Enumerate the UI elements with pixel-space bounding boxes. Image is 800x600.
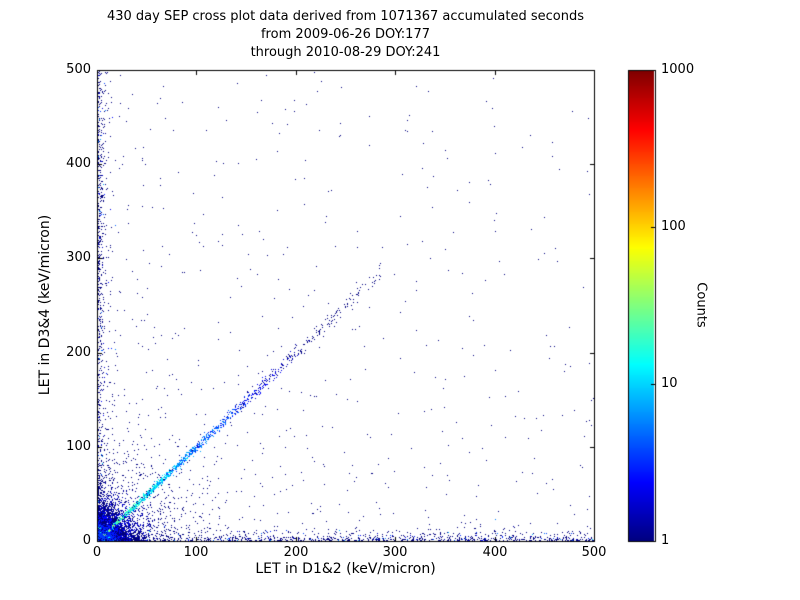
x-tick-label: 0 — [92, 545, 102, 560]
colorbar-tick-label: 1000 — [661, 62, 695, 77]
y-tick-label: 100 — [66, 439, 91, 454]
chart-title-line-2: from 2009-06-26 DOY:177 — [260, 27, 430, 42]
colorbar-tick-label: 1 — [661, 533, 670, 548]
colorbar-tick-label: 100 — [661, 219, 686, 234]
y-tick-label: 200 — [66, 345, 91, 360]
x-tick-label: 500 — [581, 545, 607, 560]
colorbar-label: Counts — [693, 282, 709, 328]
x-tick-label: 200 — [283, 545, 309, 560]
y-tick-label: 0 — [82, 533, 91, 548]
colorbar-tick-label: 10 — [661, 376, 678, 391]
y-tick-label: 500 — [66, 62, 91, 77]
chart-title-line-1: 430 day SEP cross plot data derived from… — [106, 9, 585, 24]
y-tick-label: 400 — [66, 156, 91, 171]
x-tick-label: 400 — [482, 545, 508, 560]
y-tick-label: 300 — [66, 250, 91, 265]
x-tick-label: 300 — [382, 545, 408, 560]
chart-title-line-3: through 2010-08-29 DOY:241 — [250, 45, 441, 60]
y-axis-label: LET in D3&4 (keV/micron) — [37, 214, 53, 396]
x-axis-label: LET in D1&2 (keV/micron) — [255, 561, 436, 577]
x-tick-label: 100 — [183, 545, 209, 560]
